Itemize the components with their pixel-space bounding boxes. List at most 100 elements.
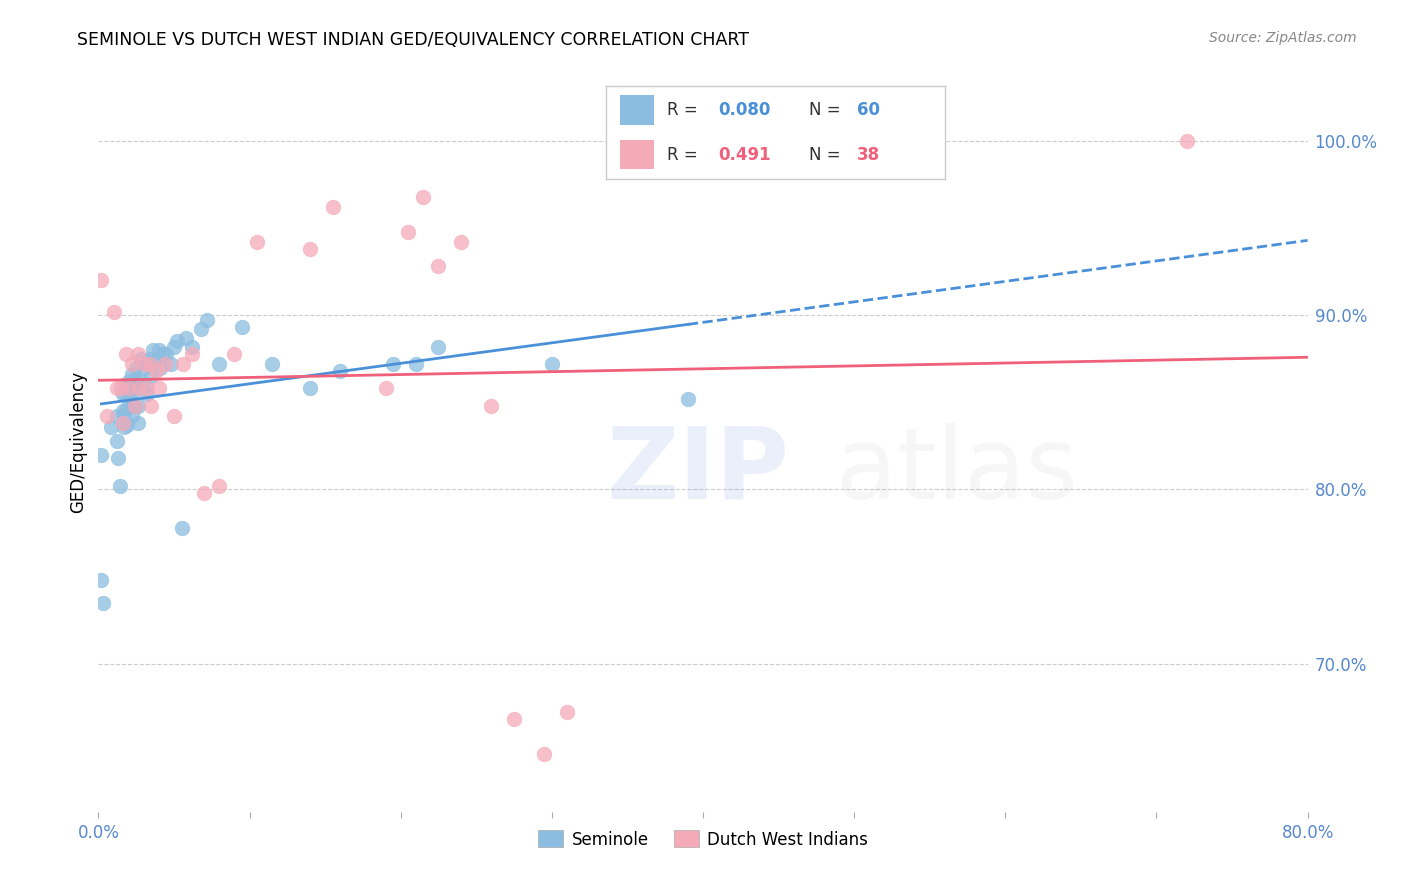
Point xyxy=(231,320,253,334)
Point xyxy=(115,417,138,432)
Point xyxy=(374,381,396,395)
Point xyxy=(127,346,149,360)
Text: SEMINOLE VS DUTCH WEST INDIAN GED/EQUIVALENCY CORRELATION CHART: SEMINOLE VS DUTCH WEST INDIAN GED/EQUIVA… xyxy=(77,31,749,49)
Point xyxy=(121,399,143,413)
Point xyxy=(105,434,128,448)
Point xyxy=(91,596,114,610)
Point xyxy=(299,242,322,256)
Point xyxy=(155,346,177,360)
Y-axis label: GED/Equivalency: GED/Equivalency xyxy=(69,370,87,513)
Point xyxy=(195,313,218,327)
Point xyxy=(190,322,212,336)
Point xyxy=(124,399,146,413)
Point xyxy=(181,340,204,354)
Point xyxy=(172,357,194,371)
Point xyxy=(127,416,149,430)
Point xyxy=(148,381,170,395)
Point xyxy=(181,346,204,360)
Point xyxy=(160,357,183,371)
Point xyxy=(132,360,155,375)
Point xyxy=(322,200,344,214)
Point xyxy=(149,360,172,375)
Point xyxy=(124,399,146,413)
Point xyxy=(170,521,193,535)
Point xyxy=(105,381,128,395)
Point xyxy=(139,351,162,366)
Point xyxy=(142,343,165,357)
Point xyxy=(396,225,419,239)
Point xyxy=(555,706,578,720)
Point xyxy=(427,260,450,274)
Point xyxy=(163,340,186,354)
Point xyxy=(135,381,157,395)
Point xyxy=(115,401,138,415)
Point xyxy=(103,305,125,319)
Point xyxy=(111,416,134,430)
Point xyxy=(153,357,176,371)
Point xyxy=(208,479,231,493)
Point xyxy=(129,375,152,389)
Point xyxy=(118,375,141,389)
Point xyxy=(105,409,128,424)
Point xyxy=(141,369,163,384)
Point xyxy=(129,351,152,366)
Point xyxy=(481,399,503,413)
Text: Source: ZipAtlas.com: Source: ZipAtlas.com xyxy=(1209,31,1357,45)
Point xyxy=(141,399,163,413)
Point xyxy=(114,378,136,392)
Point xyxy=(111,404,134,418)
Point xyxy=(329,364,352,378)
Point xyxy=(246,235,269,249)
Point xyxy=(145,364,167,378)
Point xyxy=(114,388,136,402)
Point xyxy=(134,378,156,392)
Point xyxy=(382,357,405,371)
Point xyxy=(96,409,118,424)
Point xyxy=(90,273,112,287)
Point xyxy=(405,357,427,371)
Point xyxy=(450,235,472,249)
Point xyxy=(121,368,143,382)
Point xyxy=(114,346,136,360)
Point xyxy=(166,334,188,349)
Point xyxy=(163,409,186,424)
Point xyxy=(122,376,145,391)
Point xyxy=(412,190,434,204)
Point xyxy=(122,384,145,399)
Point xyxy=(148,343,170,357)
Legend: Seminole, Dutch West Indians: Seminole, Dutch West Indians xyxy=(531,823,875,855)
Point xyxy=(262,357,284,371)
Point xyxy=(90,448,112,462)
Point xyxy=(143,355,166,369)
Point xyxy=(299,381,322,395)
Point xyxy=(112,409,135,424)
Point xyxy=(676,392,699,406)
Point xyxy=(427,340,450,354)
Point xyxy=(1175,134,1198,148)
Point xyxy=(132,357,155,371)
Point xyxy=(208,357,231,371)
Point xyxy=(111,386,134,401)
Point xyxy=(120,390,142,404)
Point xyxy=(139,357,162,371)
Point xyxy=(90,573,112,587)
Point xyxy=(503,712,526,726)
Point xyxy=(193,486,215,500)
Point xyxy=(125,360,148,375)
Point xyxy=(108,479,131,493)
Point xyxy=(100,419,122,434)
Text: ZIP: ZIP xyxy=(606,423,789,520)
Point xyxy=(121,409,143,424)
Point xyxy=(118,381,141,395)
Point xyxy=(107,451,129,466)
Point xyxy=(224,346,246,360)
Point xyxy=(125,375,148,389)
Point xyxy=(135,386,157,401)
Point xyxy=(174,331,197,345)
Point xyxy=(128,381,150,395)
Point xyxy=(121,357,143,371)
Point xyxy=(533,747,555,762)
Point xyxy=(152,346,174,360)
Text: atlas: atlas xyxy=(837,423,1077,520)
Point xyxy=(120,381,142,395)
